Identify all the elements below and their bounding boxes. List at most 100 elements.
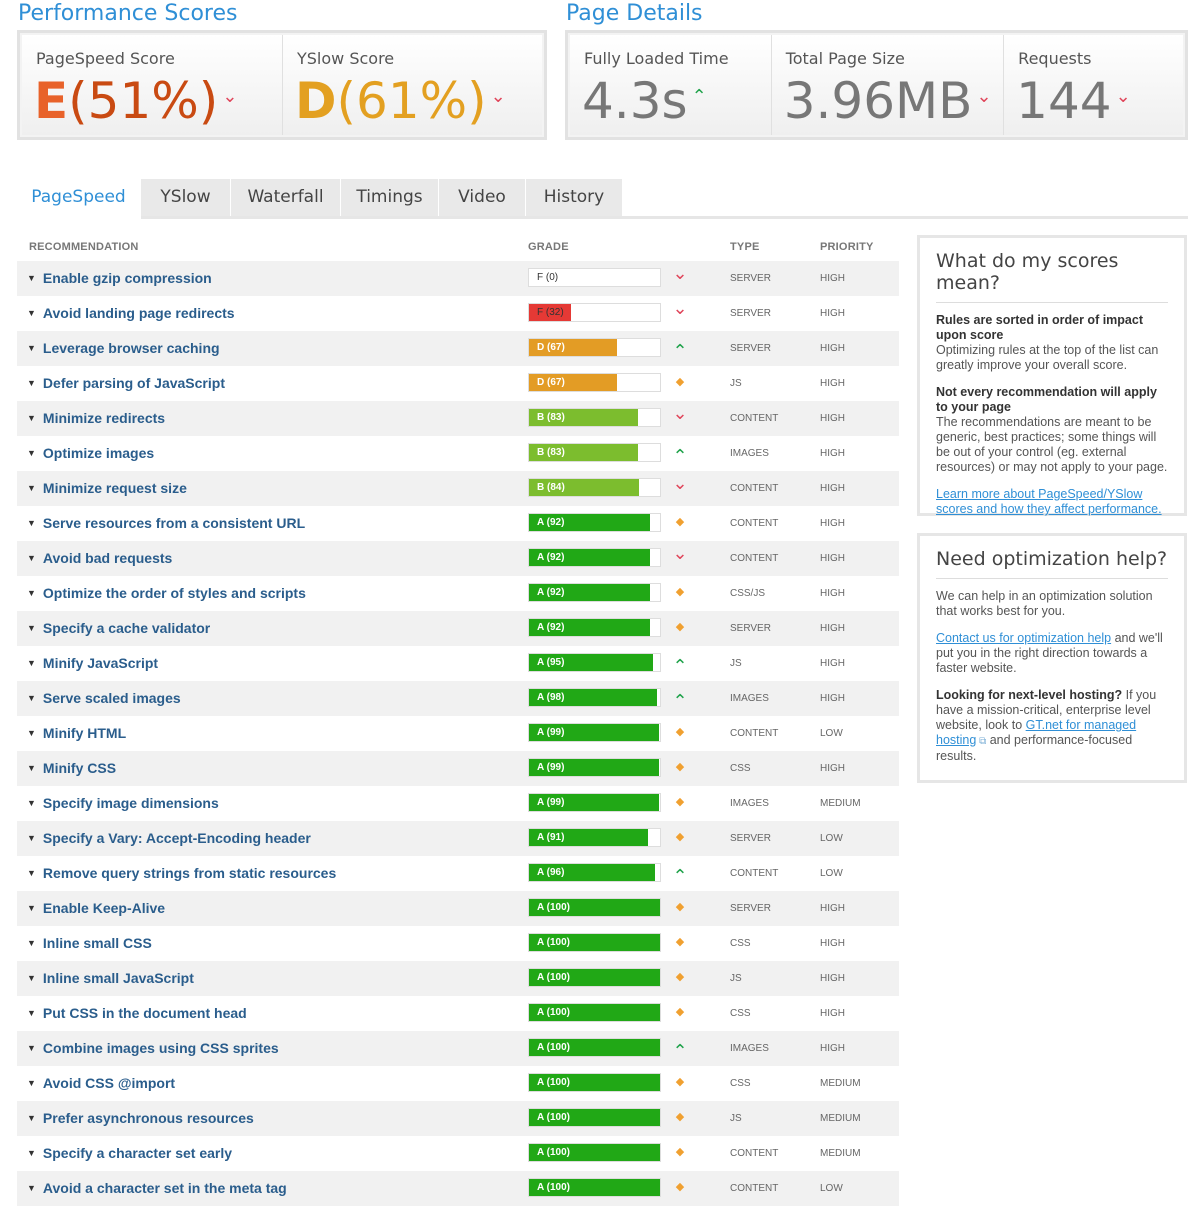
expand-icon[interactable]: ▼ <box>27 833 36 843</box>
expand-icon[interactable]: ▼ <box>27 728 36 738</box>
table-row[interactable]: ▼ Optimize the order of styles and script… <box>17 576 899 611</box>
recommendation-name[interactable]: ▼ Avoid bad requests <box>27 550 172 566</box>
expand-icon[interactable]: ▼ <box>27 938 36 948</box>
recommendation-name[interactable]: ▼ Minify JavaScript <box>27 655 158 671</box>
recommendation-label: Avoid landing page redirects <box>42 305 235 321</box>
recommendation-name[interactable]: ▼ Put CSS in the document head <box>27 1005 247 1021</box>
tab-history[interactable]: History <box>526 179 623 216</box>
expand-icon[interactable]: ▼ <box>27 378 36 388</box>
table-row[interactable]: ▼ Avoid bad requests A (92) ⌄ CONTENT HIGH <box>17 541 899 576</box>
recommendation-name[interactable]: ▼ Optimize the order of styles and script… <box>27 585 306 601</box>
recommendation-name[interactable]: ▼ Avoid a character set in the meta tag <box>27 1180 287 1196</box>
table-row[interactable]: ▼ Serve scaled images A (98) ⌃ IMAGES HIGH <box>17 681 899 716</box>
recommendation-priority: HIGH <box>820 1008 845 1019</box>
table-row[interactable]: ▼ Enable Keep-Alive A (100) ◆ SERVER HIGH <box>17 891 899 926</box>
recommendation-name[interactable]: ▼ Minimize redirects <box>27 410 165 426</box>
grade-bar-fill <box>529 689 658 706</box>
table-row[interactable]: ▼ Inline small CSS A (100) ◆ CSS HIGH <box>17 926 899 961</box>
expand-icon[interactable]: ▼ <box>27 588 36 598</box>
recommendation-name[interactable]: ▼ Inline small CSS <box>27 935 152 951</box>
tab-video[interactable]: Video <box>439 179 526 216</box>
table-row[interactable]: ▼ Minify JavaScript A (95) ⌃ JS HIGH <box>17 646 899 681</box>
trend-down-icon: ⌄ <box>672 298 688 318</box>
grade-text: F (0) <box>537 272 559 283</box>
recommendation-type: CSS <box>730 1078 751 1089</box>
table-row[interactable]: ▼ Inline small JavaScript A (100) ◆ JS HIGH <box>17 961 899 996</box>
expand-icon[interactable]: ▼ <box>27 553 36 563</box>
table-row[interactable]: ▼ Minify CSS A (99) ◆ CSS HIGH <box>17 751 899 786</box>
table-row[interactable]: ▼ Specify a cache validator A (92) ◆ SERVER H… <box>17 611 899 646</box>
table-row[interactable]: ▼ Optimize images B (83) ⌃ IMAGES HIGH <box>17 436 899 471</box>
recommendation-name[interactable]: ▼ Inline small JavaScript <box>27 970 194 986</box>
recommendation-name[interactable]: ▼ Avoid CSS @import <box>27 1075 175 1091</box>
expand-icon[interactable]: ▼ <box>27 903 36 913</box>
table-row[interactable]: ▼ Minimize request size B (84) ⌄ CONTENT HIGH <box>17 471 899 506</box>
expand-icon[interactable]: ▼ <box>27 1008 36 1018</box>
expand-icon[interactable]: ▼ <box>27 1148 36 1158</box>
grade-bar-fill <box>529 304 571 321</box>
expand-icon[interactable]: ▼ <box>27 623 36 633</box>
expand-icon[interactable]: ▼ <box>27 518 36 528</box>
expand-icon[interactable]: ▼ <box>27 343 36 353</box>
table-row[interactable]: ▼ Defer parsing of JavaScript D (67) ◆ JS HIG… <box>17 366 899 401</box>
tab-pagespeed[interactable]: PageSpeed <box>17 179 141 219</box>
expand-icon[interactable]: ▼ <box>27 1183 36 1193</box>
expand-icon[interactable]: ▼ <box>27 798 36 808</box>
expand-icon[interactable]: ▼ <box>27 1078 36 1088</box>
recommendation-name[interactable]: ▼ Leverage browser caching <box>27 340 220 356</box>
expand-icon[interactable]: ▼ <box>27 1043 36 1053</box>
table-row[interactable]: ▼ Avoid a character set in the meta tag A … <box>17 1171 899 1206</box>
expand-icon[interactable]: ▼ <box>27 483 36 493</box>
recommendation-name[interactable]: ▼ Specify image dimensions <box>27 795 219 811</box>
expand-icon[interactable]: ▼ <box>27 273 36 283</box>
table-row[interactable]: ▼ Leverage browser caching D (67) ⌃ SERVER HI… <box>17 331 899 366</box>
gt-net-link[interactable]: GT.net for managed hosting <box>936 718 1137 747</box>
table-row[interactable]: ▼ Avoid CSS @import A (100) ◆ CSS MEDIUM <box>17 1066 899 1101</box>
table-row[interactable]: ▼ Put CSS in the document head A (100) ◆ CSS… <box>17 996 899 1031</box>
table-row[interactable]: ▼ Serve resources from a consistent URL A … <box>17 506 899 541</box>
recommendation-name[interactable]: ▼ Enable gzip compression <box>27 270 212 286</box>
expand-icon[interactable]: ▼ <box>27 763 36 773</box>
tab-waterfall[interactable]: Waterfall <box>231 179 341 216</box>
expand-icon[interactable]: ▼ <box>27 413 36 423</box>
recommendation-name[interactable]: ▼ Avoid landing page redirects <box>27 305 235 321</box>
expand-icon[interactable]: ▼ <box>27 693 36 703</box>
recommendation-name[interactable]: ▼ Remove query strings from static resour… <box>27 865 336 881</box>
expand-icon[interactable]: ▼ <box>27 1113 36 1123</box>
recommendation-name[interactable]: ▼ Optimize images <box>27 445 154 461</box>
learn-more-link[interactable]: Learn more about PageSpeed/YSlow scores … <box>936 487 1162 516</box>
table-row[interactable]: ▼ Minimize redirects B (83) ⌄ CONTENT HIGH <box>17 401 899 436</box>
page-details-panel: Fully Loaded Time 4.3s ⌃ Total Page Size … <box>565 30 1188 140</box>
table-row[interactable]: ▼ Specify a character set early A (100) ◆ CO… <box>17 1136 899 1171</box>
tab-yslow[interactable]: YSlow <box>141 179 231 216</box>
table-row[interactable]: ▼ Minify HTML A (99) ◆ CONTENT LOW <box>17 716 899 751</box>
table-row[interactable]: ▼ Combine images using CSS sprites A (100)… <box>17 1031 899 1066</box>
recommendation-name[interactable]: ▼ Specify a character set early <box>27 1145 232 1161</box>
table-row[interactable]: ▼ Specify image dimensions A (99) ◆ IMAGES ME… <box>17 786 899 821</box>
table-row[interactable]: ▼ Remove query strings from static resour… <box>17 856 899 891</box>
recommendation-name[interactable]: ▼ Specify a cache validator <box>27 620 210 636</box>
tab-timings[interactable]: Timings <box>341 179 439 216</box>
recommendation-name[interactable]: ▼ Minify CSS <box>27 760 116 776</box>
recommendation-name[interactable]: ▼ Minimize request size <box>27 480 187 496</box>
expand-icon[interactable]: ▼ <box>27 973 36 983</box>
recommendation-name[interactable]: ▼ Enable Keep-Alive <box>27 900 165 916</box>
table-row[interactable]: ▼ Prefer asynchronous resources A (100) ◆ JS… <box>17 1101 899 1136</box>
recommendation-name[interactable]: ▼ Combine images using CSS sprites <box>27 1040 279 1056</box>
recommendation-name[interactable]: ▼ Serve resources from a consistent URL <box>27 515 305 531</box>
recommendation-name[interactable]: ▼ Minify HTML <box>27 725 126 741</box>
table-row[interactable]: ▼ Avoid landing page redirects F (32) ⌄ SERV… <box>17 296 899 331</box>
expand-icon[interactable]: ▼ <box>27 448 36 458</box>
yslow-score-label: YSlow Score <box>297 49 395 68</box>
recommendation-name[interactable]: ▼ Defer parsing of JavaScript <box>27 375 225 391</box>
table-row[interactable]: ▼ Enable gzip compression F (0) ⌄ SERVER HIGH <box>17 261 899 296</box>
recommendation-name[interactable]: ▼ Serve scaled images <box>27 690 181 706</box>
contact-us-link[interactable]: Contact us for optimization help <box>936 631 1112 645</box>
table-row[interactable]: ▼ Specify a Vary: Accept-Encoding header A… <box>17 821 899 856</box>
recommendation-name[interactable]: ▼ Prefer asynchronous resources <box>27 1110 254 1126</box>
expand-icon[interactable]: ▼ <box>27 868 36 878</box>
expand-icon[interactable]: ▼ <box>27 658 36 668</box>
expand-icon[interactable]: ▼ <box>27 308 36 318</box>
optimization-help-text-2: and we'll put you in the right direction… <box>936 631 1163 675</box>
recommendation-name[interactable]: ▼ Specify a Vary: Accept-Encoding header <box>27 830 311 846</box>
